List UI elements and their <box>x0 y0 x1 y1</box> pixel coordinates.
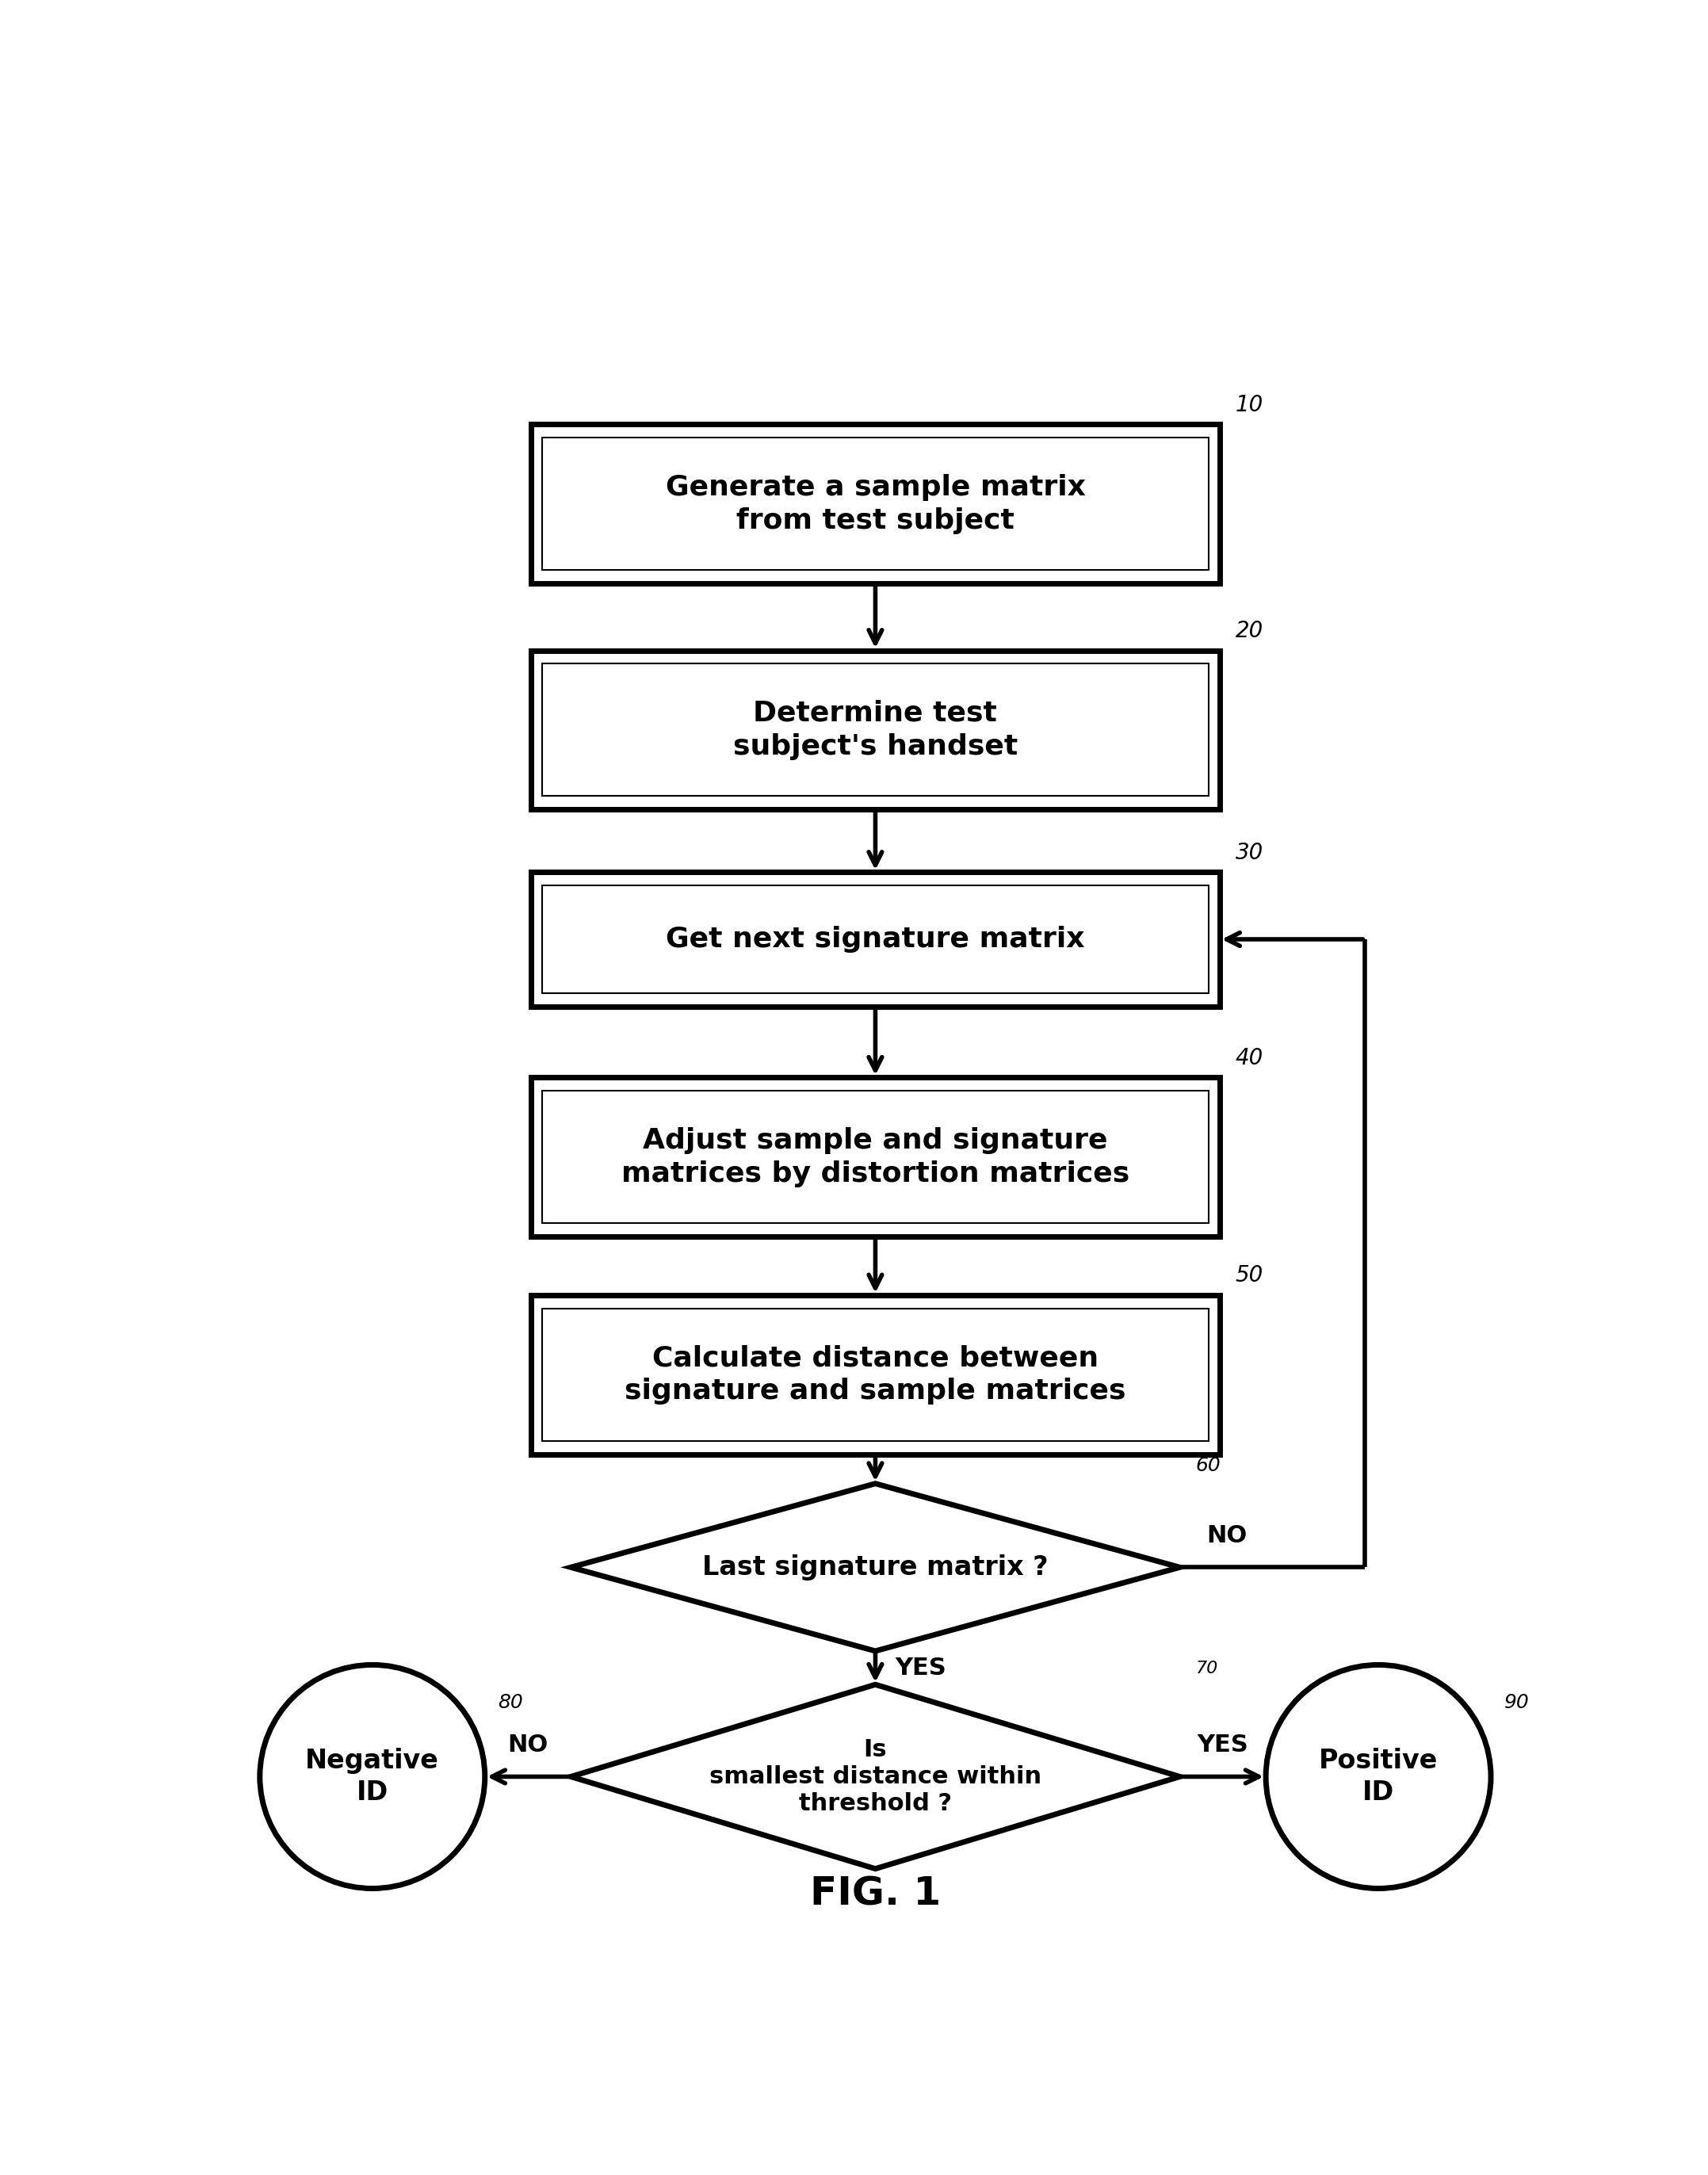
Bar <box>541 663 1209 796</box>
Bar <box>541 437 1209 570</box>
Text: NO: NO <box>507 1733 548 1757</box>
Polygon shape <box>570 1683 1180 1868</box>
Text: 90: 90 <box>1505 1694 1529 1712</box>
Text: Get next signature matrix: Get next signature matrix <box>666 927 1085 953</box>
Text: Generate a sample matrix
from test subject: Generate a sample matrix from test subje… <box>666 474 1085 535</box>
Bar <box>531 1077 1220 1238</box>
Ellipse shape <box>260 1664 485 1888</box>
Bar <box>541 1309 1209 1440</box>
Text: YES: YES <box>895 1657 946 1679</box>
Bar <box>531 650 1220 809</box>
Text: Is
smallest distance within
threshold ?: Is smallest distance within threshold ? <box>709 1738 1042 1814</box>
Text: Positive
ID: Positive ID <box>1319 1747 1438 1805</box>
Text: NO: NO <box>1206 1525 1247 1546</box>
Text: Calculate distance between
signature and sample matrices: Calculate distance between signature and… <box>625 1344 1126 1405</box>
Text: 70: 70 <box>1196 1660 1218 1677</box>
Text: Last signature matrix ?: Last signature matrix ? <box>702 1555 1049 1581</box>
Ellipse shape <box>1266 1664 1491 1888</box>
Bar <box>541 885 1209 992</box>
Text: 60: 60 <box>1196 1457 1221 1475</box>
Bar <box>541 1092 1209 1222</box>
Bar <box>531 424 1220 583</box>
Text: 30: 30 <box>1235 842 1264 863</box>
Text: 80: 80 <box>499 1694 523 1712</box>
Text: Adjust sample and signature
matrices by distortion matrices: Adjust sample and signature matrices by … <box>622 1127 1129 1188</box>
Bar <box>531 872 1220 1007</box>
Text: 40: 40 <box>1235 1046 1264 1070</box>
Text: Determine test
subject's handset: Determine test subject's handset <box>733 700 1018 759</box>
Text: FIG. 1: FIG. 1 <box>810 1875 941 1912</box>
Text: 10: 10 <box>1235 394 1264 415</box>
Bar <box>531 1294 1220 1455</box>
Polygon shape <box>570 1483 1180 1651</box>
Text: Negative
ID: Negative ID <box>306 1747 439 1805</box>
Text: YES: YES <box>1197 1733 1249 1757</box>
Text: 20: 20 <box>1235 620 1264 642</box>
Text: 50: 50 <box>1235 1264 1264 1288</box>
